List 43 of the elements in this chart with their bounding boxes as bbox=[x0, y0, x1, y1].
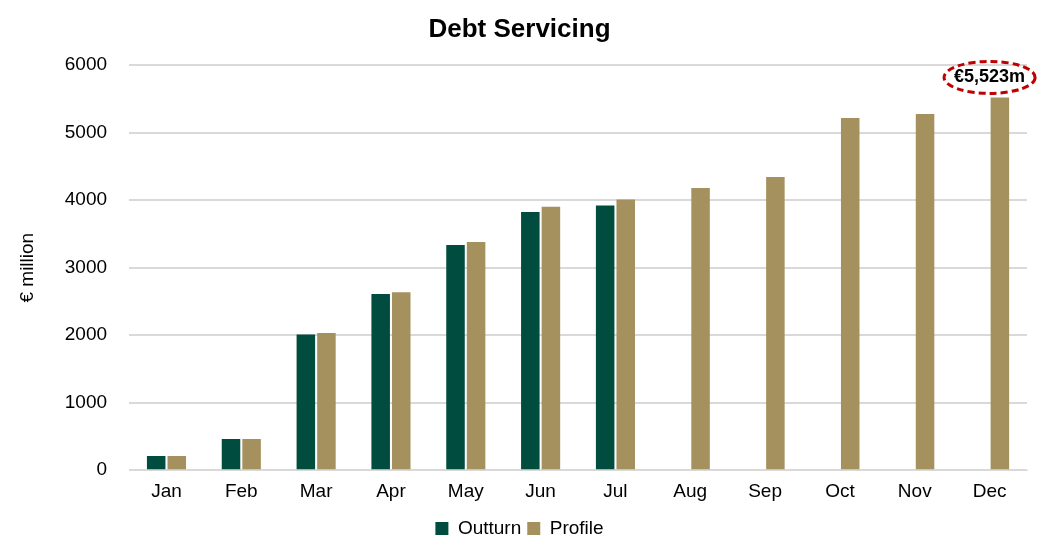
x-tick-label: Jun bbox=[525, 479, 556, 501]
x-tick-label: Jan bbox=[151, 479, 182, 501]
bar bbox=[466, 242, 486, 470]
x-tick-label: May bbox=[447, 479, 485, 501]
y-tick-label: 2000 bbox=[64, 323, 108, 345]
y-tick-label: 5000 bbox=[64, 120, 108, 142]
chart-title: Debt Servicing bbox=[428, 12, 611, 43]
y-tick-label: 1000 bbox=[64, 390, 108, 412]
bar bbox=[616, 199, 635, 470]
bar bbox=[167, 456, 187, 470]
bar bbox=[221, 438, 241, 470]
x-tick-label: Jul bbox=[603, 479, 628, 501]
bar bbox=[317, 333, 336, 470]
bar bbox=[990, 97, 1010, 470]
x-tick-label: Sep bbox=[748, 479, 783, 501]
y-tick-label: 3000 bbox=[64, 255, 108, 277]
y-tick-label: 4000 bbox=[64, 188, 108, 210]
bar bbox=[242, 438, 261, 470]
legend-label: Outturn bbox=[457, 516, 522, 538]
annotation: €5,523m bbox=[954, 66, 1026, 87]
x-tick-label: Feb bbox=[224, 479, 258, 501]
bar bbox=[915, 113, 935, 470]
bar bbox=[371, 294, 390, 470]
x-tick-label: Mar bbox=[299, 479, 334, 501]
bar bbox=[691, 187, 710, 470]
y-tick-label: 6000 bbox=[64, 53, 108, 75]
bar bbox=[296, 334, 316, 470]
x-tick-label: Oct bbox=[825, 479, 856, 501]
x-tick-label: Aug bbox=[673, 479, 708, 501]
y-tick-label: 0 bbox=[96, 458, 108, 480]
bar bbox=[446, 244, 465, 470]
bar bbox=[391, 292, 411, 470]
y-axis-title: € million bbox=[15, 232, 37, 303]
bar bbox=[766, 177, 785, 470]
bar bbox=[521, 211, 540, 470]
bar bbox=[146, 456, 166, 470]
bar bbox=[595, 205, 615, 470]
x-tick-label: Nov bbox=[897, 479, 933, 501]
x-tick-label: Apr bbox=[376, 479, 407, 501]
legend-label: Profile bbox=[549, 516, 604, 538]
bar bbox=[840, 117, 860, 470]
bar bbox=[541, 206, 561, 470]
x-tick-label: Dec bbox=[972, 479, 1007, 501]
